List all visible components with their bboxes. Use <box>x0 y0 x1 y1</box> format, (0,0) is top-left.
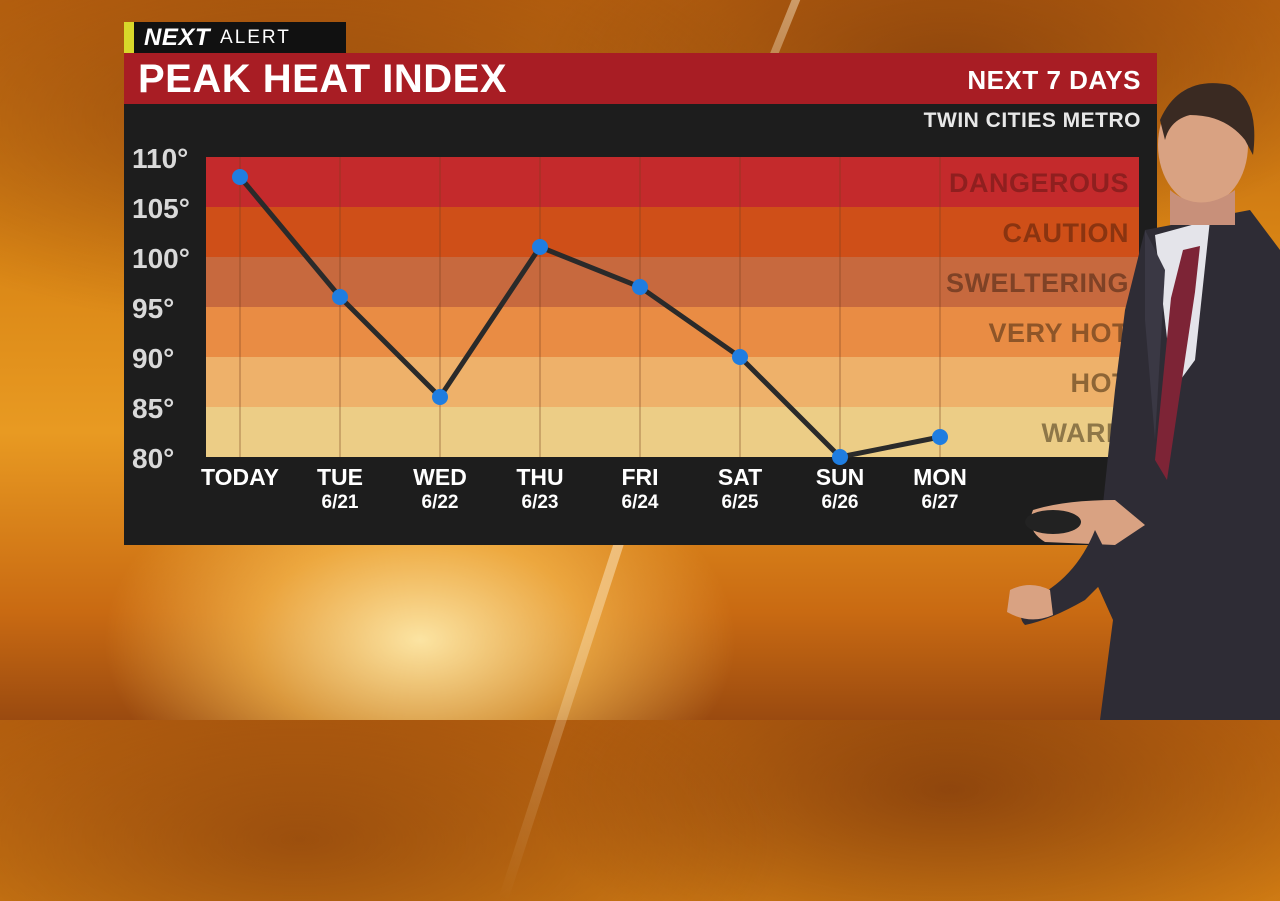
data-point <box>332 289 348 305</box>
y-tick-label: 80° <box>132 443 174 474</box>
x-tick-date: 6/26 <box>822 492 859 513</box>
band-label: CAUTION <box>1003 218 1130 248</box>
presenter-figure <box>1007 83 1280 720</box>
x-tick-label: TUE <box>317 464 363 490</box>
heat-band <box>206 207 1139 257</box>
x-tick-date: 6/22 <box>422 492 459 513</box>
band-label: SWELTERING <box>946 268 1129 298</box>
page-title: PEAK HEAT INDEX <box>138 57 508 101</box>
y-tick-label: 95° <box>132 293 174 324</box>
heat-band <box>206 357 1139 407</box>
heat-band <box>206 157 1139 207</box>
x-tick-label: FRI <box>621 464 658 490</box>
x-tick-label: TODAY <box>201 464 279 490</box>
x-tick-label: WED <box>413 464 467 490</box>
band-label: VERY HOT <box>988 318 1129 348</box>
data-point <box>532 239 548 255</box>
heat-band <box>206 257 1139 307</box>
heat-index-panel: PEAK HEAT INDEX NEXT 7 DAYS TWIN CITIES … <box>124 53 1157 545</box>
x-tick-label: MON <box>913 464 967 490</box>
data-point <box>832 449 848 465</box>
x-tick-label: SAT <box>718 464 762 490</box>
data-point <box>732 349 748 365</box>
logo-next-text: NEXT <box>144 23 211 51</box>
x-tick-label: SUN <box>816 464 865 490</box>
y-tick-label: 100° <box>132 243 190 274</box>
x-tick-label: THU <box>516 464 563 490</box>
data-point <box>932 429 948 445</box>
x-tick-date: 6/24 <box>622 492 659 513</box>
x-tick-date: 6/27 <box>922 492 959 513</box>
data-point <box>632 279 648 295</box>
x-tick-date: 6/25 <box>722 492 759 513</box>
series-line <box>238 175 941 460</box>
forecast-range-label: NEXT 7 DAYS <box>967 65 1141 95</box>
panel-header: PEAK HEAT INDEX NEXT 7 DAYS <box>124 53 1157 104</box>
data-point <box>432 389 448 405</box>
next-alert-logo: NEXT ALERT <box>124 22 346 53</box>
y-tick-label: 110° <box>132 143 188 174</box>
data-point <box>232 169 248 185</box>
logo-stripe <box>124 22 134 53</box>
y-tick-label: 85° <box>132 393 174 424</box>
y-tick-label: 105° <box>132 193 190 224</box>
heat-band <box>206 407 1139 457</box>
x-tick-date: 6/21 <box>322 492 359 513</box>
y-tick-label: 90° <box>132 343 174 374</box>
sun-ray <box>498 498 638 901</box>
band-label: DANGEROUS <box>949 168 1129 198</box>
x-tick-date: 6/23 <box>522 492 559 513</box>
logo-alert-text: ALERT <box>220 26 291 48</box>
region-label: TWIN CITIES METRO <box>923 109 1141 132</box>
